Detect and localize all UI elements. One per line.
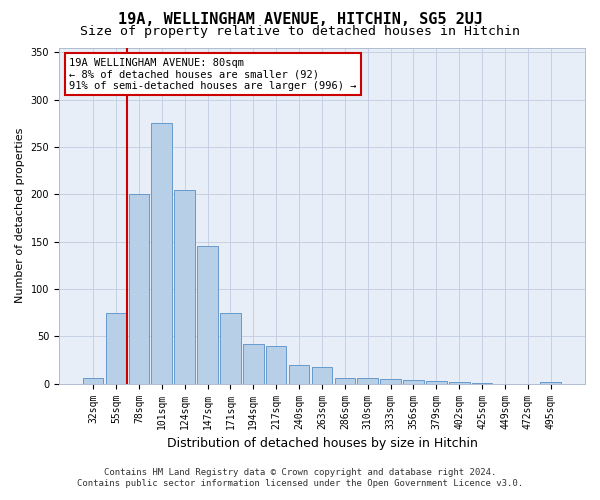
Bar: [449, 382, 470, 384]
Bar: [311, 366, 332, 384]
Bar: [541, 382, 561, 384]
Text: Contains HM Land Registry data © Crown copyright and database right 2024.
Contai: Contains HM Land Registry data © Crown c…: [77, 468, 523, 487]
Bar: [403, 380, 424, 384]
Bar: [128, 194, 149, 384]
Bar: [358, 378, 378, 384]
Bar: [289, 365, 310, 384]
Text: 19A, WELLINGHAM AVENUE, HITCHIN, SG5 2UJ: 19A, WELLINGHAM AVENUE, HITCHIN, SG5 2UJ: [118, 12, 482, 28]
Bar: [83, 378, 103, 384]
Text: 19A WELLINGHAM AVENUE: 80sqm
← 8% of detached houses are smaller (92)
91% of sem: 19A WELLINGHAM AVENUE: 80sqm ← 8% of det…: [70, 58, 357, 91]
Bar: [243, 344, 263, 384]
Text: Size of property relative to detached houses in Hitchin: Size of property relative to detached ho…: [80, 25, 520, 38]
Bar: [335, 378, 355, 384]
Bar: [426, 381, 446, 384]
Bar: [106, 312, 126, 384]
Y-axis label: Number of detached properties: Number of detached properties: [15, 128, 25, 304]
Bar: [220, 312, 241, 384]
Bar: [151, 124, 172, 384]
Bar: [472, 382, 493, 384]
Bar: [197, 246, 218, 384]
X-axis label: Distribution of detached houses by size in Hitchin: Distribution of detached houses by size …: [167, 437, 478, 450]
Bar: [266, 346, 286, 384]
Bar: [380, 379, 401, 384]
Bar: [175, 190, 195, 384]
